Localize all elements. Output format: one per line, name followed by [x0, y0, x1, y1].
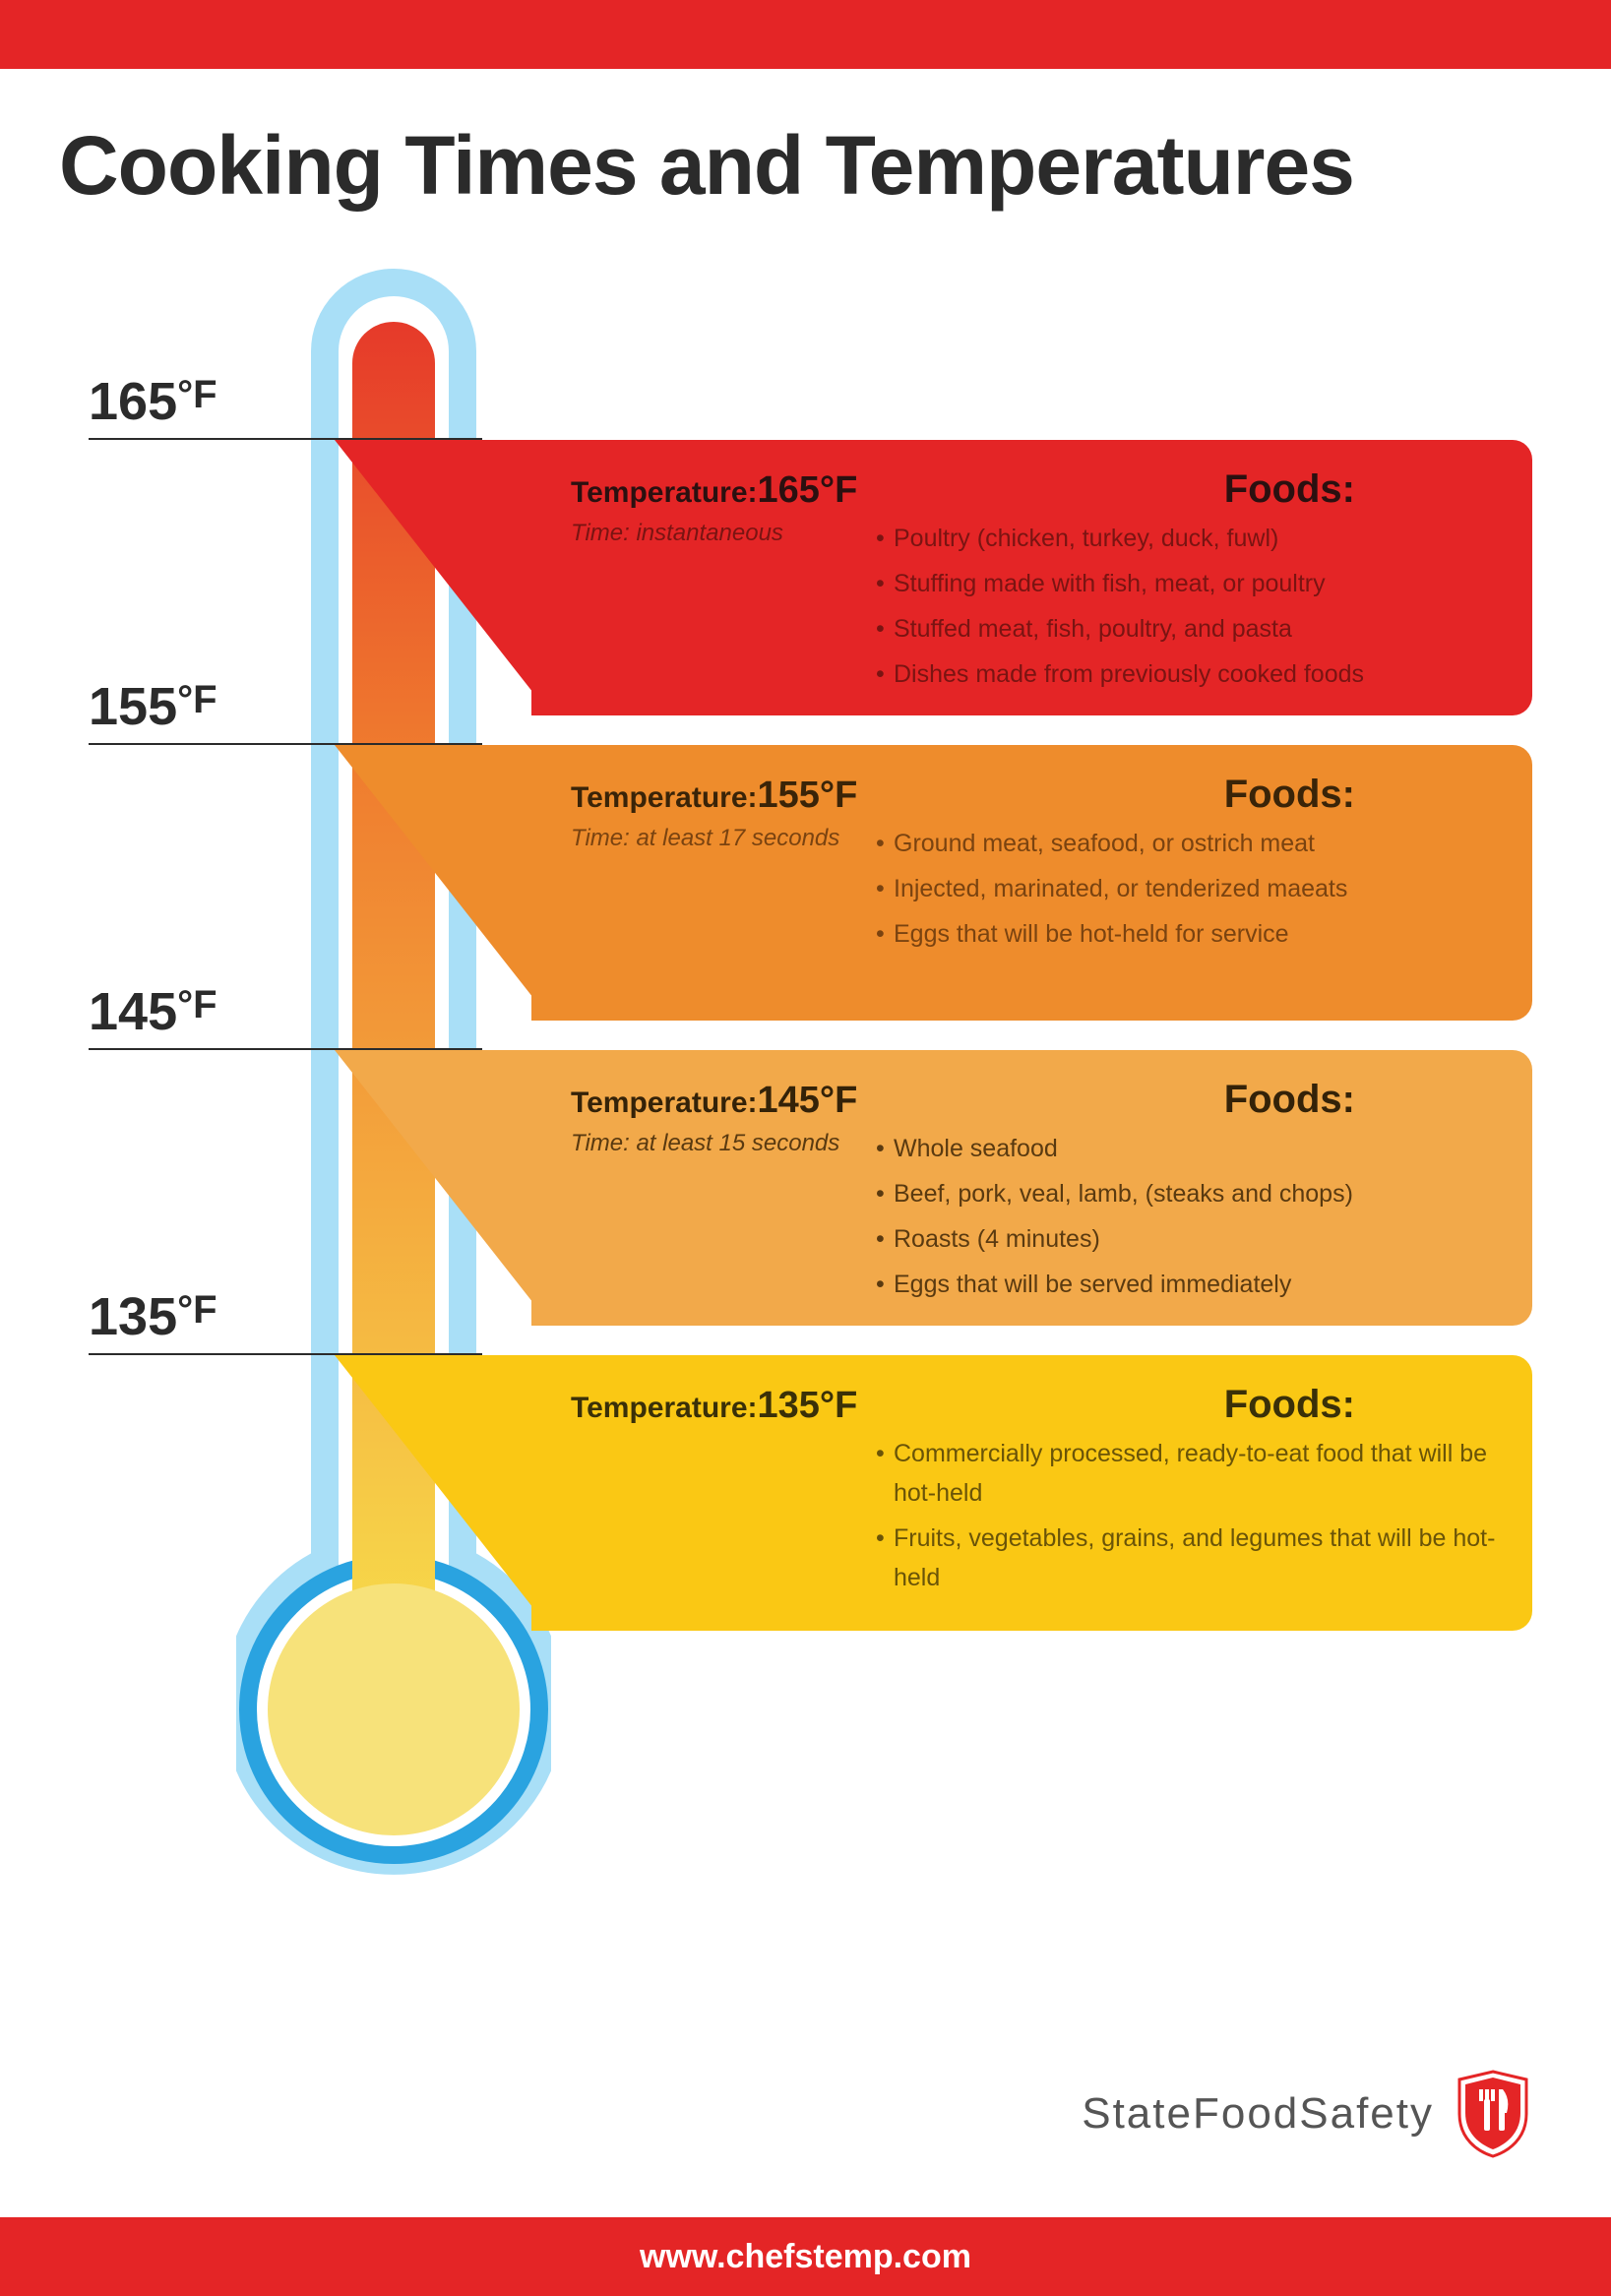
zone-connector: [335, 1355, 551, 1631]
temp-mark-value: 145: [89, 982, 177, 1041]
zone-foods-list: Commercially processed, ready-to-eat foo…: [876, 1434, 1503, 1603]
temp-mark-unit: °F: [177, 373, 217, 416]
zone-connector: [335, 1050, 551, 1326]
page-title: Cooking Times and Temperatures: [59, 118, 1552, 214]
brand: StateFoodSafety: [1082, 2070, 1532, 2158]
zone-foods-title: Foods:: [1224, 467, 1355, 512]
footer-url: www.chefstemp.com: [640, 2238, 971, 2276]
zone-body: Temperature:135°F Foods: Commercially pro…: [531, 1355, 1532, 1631]
zone-temp: Temperature:135°F: [571, 1385, 857, 1427]
zone-body: Temperature:145°FFoods:Time: at least 15…: [531, 1050, 1532, 1326]
zone-145°F: Temperature:145°FFoods:Time: at least 15…: [374, 1050, 1532, 1326]
zone-foods-title: Foods:: [1224, 1078, 1355, 1122]
zone-food-item: Ground meat, seafood, or ostrich meat: [876, 824, 1503, 863]
zone-temp: Temperature:155°F: [571, 775, 857, 817]
zone-food-item: Roasts (4 minutes): [876, 1219, 1503, 1259]
zone-temp-label: Temperature:: [571, 1392, 758, 1424]
temp-mark-unit: °F: [177, 678, 217, 721]
zone-food-item: Whole seafood: [876, 1129, 1503, 1168]
zone-temp-value: 145°F: [758, 1080, 858, 1121]
zone-food-item: Injected, marinated, or tenderized maeat…: [876, 869, 1503, 908]
brand-text: StateFoodSafety: [1082, 2089, 1434, 2139]
zone-food-item: Eggs that will be served immediately: [876, 1265, 1503, 1304]
shield-icon: [1454, 2070, 1532, 2158]
zone-food-item: Stuffing made with fish, meat, or poultr…: [876, 564, 1503, 603]
temp-mark-value: 155: [89, 677, 177, 736]
zone-connector: [335, 440, 551, 715]
zone-connector: [335, 745, 551, 1021]
zone-header: Temperature:165°F Foods:: [571, 467, 1493, 512]
zone-foods-list: Whole seafood Beef, pork, veal, lamb, (st…: [876, 1129, 1503, 1310]
zone-temp-value: 135°F: [758, 1385, 858, 1426]
zone-foods-list: Ground meat, seafood, or ostrich meat Inj…: [876, 824, 1503, 960]
zone-food-item: Eggs that will be hot-held for service: [876, 914, 1503, 954]
zone-header: Temperature:155°F Foods:: [571, 773, 1493, 817]
zone-temp-label: Temperature:: [571, 476, 758, 509]
zone-food-item: Dishes made from previously cooked foods: [876, 654, 1503, 694]
zone-135°F: Temperature:135°F Foods: Commercially pro…: [374, 1355, 1532, 1631]
top-bar: [0, 0, 1611, 69]
content-area: Cooking Times and Temperatures: [0, 69, 1611, 2217]
zone-food-item: Commercially processed, ready-to-eat foo…: [876, 1434, 1503, 1513]
zone-food-item: Fruits, vegetables, grains, and legumes …: [876, 1519, 1503, 1597]
zone-food-item: Stuffed meat, fish, poultry, and pasta: [876, 609, 1503, 649]
zone-header: Temperature:145°F Foods:: [571, 1078, 1493, 1122]
main-area: 165°F155°F145°F135°F Temperature:165°FFo…: [59, 253, 1552, 1946]
temp-mark-value: 165: [89, 372, 177, 431]
zone-foods-list: Poultry (chicken, turkey, duck, fuwl) Stu…: [876, 519, 1503, 700]
zone-155°F: Temperature:155°FFoods:Time: at least 17…: [374, 745, 1532, 1021]
zone-temp-value: 155°F: [758, 775, 858, 816]
zone-header: Temperature:135°F Foods:: [571, 1383, 1493, 1427]
temp-mark-value: 135: [89, 1287, 177, 1346]
zone-temp-value: 165°F: [758, 469, 858, 511]
zone-temp-label: Temperature:: [571, 1086, 758, 1119]
zone-temp: Temperature:145°F: [571, 1080, 857, 1122]
zone-temp: Temperature:165°F: [571, 469, 857, 512]
temp-mark-165: 165°F: [89, 371, 482, 440]
zone-165°F: Temperature:165°FFoods:Time: instantaneo…: [374, 440, 1532, 715]
temp-mark-unit: °F: [177, 983, 217, 1026]
zone-food-item: Beef, pork, veal, lamb, (steaks and chop…: [876, 1174, 1503, 1213]
zone-food-item: Poultry (chicken, turkey, duck, fuwl): [876, 519, 1503, 558]
zone-foods-title: Foods:: [1224, 773, 1355, 817]
bottom-bar: www.chefstemp.com: [0, 2217, 1611, 2296]
zone-body: Temperature:165°FFoods:Time: instantaneo…: [531, 440, 1532, 715]
temp-mark-unit: °F: [177, 1288, 217, 1332]
zone-temp-label: Temperature:: [571, 781, 758, 814]
zone-body: Temperature:155°FFoods:Time: at least 17…: [531, 745, 1532, 1021]
zone-foods-title: Foods:: [1224, 1383, 1355, 1427]
